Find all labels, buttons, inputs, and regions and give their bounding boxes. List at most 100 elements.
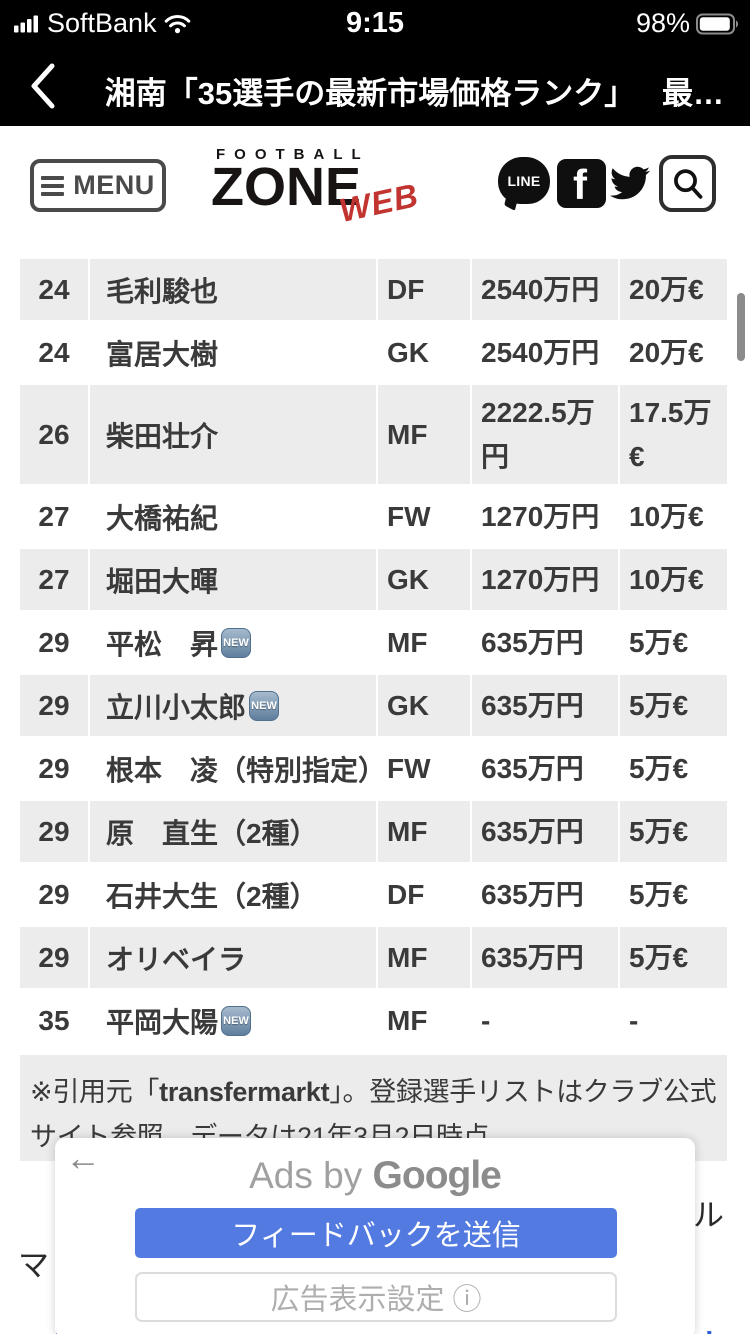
footnote-prefix: ※引用元「	[30, 1077, 160, 1107]
rank-cell: 24	[20, 259, 88, 320]
value-jpy-cell: 2540万円	[481, 336, 600, 368]
rank-cell: 29	[38, 752, 70, 784]
player-name: 原 直生（2種）	[106, 817, 318, 849]
value-jpy-cell: 635万円	[481, 752, 584, 784]
player-name: オリベイラ	[106, 943, 247, 975]
position-cell: FW	[387, 752, 431, 784]
table-row: 27 大橋祐紀 FW 1270万円 10万€	[20, 486, 727, 547]
facebook-icon[interactable]: f	[557, 159, 606, 208]
rank-cell: 29	[20, 675, 88, 736]
table-row: 26 柴田壮介 MF 2222.5万円 17.5万€	[20, 385, 727, 484]
value-jpy-cell: -	[481, 1004, 491, 1036]
hamburger-icon	[41, 175, 65, 196]
position-cell: MF	[378, 927, 470, 988]
table-row: 35 平岡大陽 NEW MF - -	[20, 990, 727, 1051]
rank-cell: 27	[38, 500, 70, 532]
player-name: 富居大樹	[106, 338, 219, 370]
send-feedback-button[interactable]: フィードバックを送信	[135, 1208, 617, 1258]
table-row: 29 立川小太郎 NEW GK 635万円 5万€	[20, 675, 727, 736]
value-eur-cell: 20万€	[629, 336, 704, 368]
value-eur-cell: 17.5万€	[620, 385, 727, 484]
name-cell: 富居大樹	[90, 322, 376, 383]
rank-cell: 26	[20, 385, 88, 484]
position-cell: GK	[378, 549, 470, 610]
value-jpy-cell: 2540万円	[472, 259, 618, 320]
table-row: 29 オリベイラ MF 635万円 5万€	[20, 927, 727, 988]
rank-cell: 29	[38, 878, 70, 910]
name-cell: 石井大生（2種）	[90, 864, 376, 925]
ads-by-google-label: Ads by Google	[249, 1154, 502, 1197]
player-name: 毛利駿也	[106, 275, 219, 307]
value-eur-cell: 10万€	[629, 500, 704, 532]
rank-cell: 29	[38, 626, 70, 658]
position-cell: GK	[378, 675, 470, 736]
name-cell: 平松 昇 NEW	[90, 612, 376, 673]
logo-zone-text: ZONE	[211, 157, 362, 217]
wifi-icon	[164, 14, 190, 33]
article-link-fragment-right[interactable]: ナ	[693, 1320, 724, 1334]
menu-button[interactable]: MENU	[30, 159, 166, 212]
player-name: 平岡大陽	[106, 1006, 219, 1038]
value-jpy-cell: 635万円	[481, 626, 584, 658]
table-row: 24 毛利駿也 DF 2540万円 20万€	[20, 259, 727, 320]
rank-cell: 35	[38, 1004, 70, 1036]
player-name: 根本 凌（特別指定）	[106, 754, 387, 786]
ad-settings-button[interactable]: 広告表示設定 ⓘ	[135, 1272, 617, 1322]
twitter-icon[interactable]	[606, 163, 654, 203]
position-cell: DF	[387, 878, 425, 910]
name-cell: 根本 凌（特別指定）	[90, 738, 386, 799]
site-header: MENU FOOTBALL ZONE WEB LINE f	[0, 126, 750, 232]
rank-cell: 29	[20, 927, 88, 988]
value-eur-cell: 5万€	[629, 752, 689, 784]
player-name: 石井大生（2種）	[106, 880, 318, 912]
name-cell: オリベイラ	[90, 927, 376, 988]
back-chevron-icon[interactable]	[28, 62, 58, 110]
clock: 9:15	[345, 7, 405, 39]
ad-back-arrow-icon[interactable]: ←	[65, 1137, 101, 1178]
name-cell: 原 直生（2種）	[90, 801, 376, 862]
page-title-suffix: 最…	[662, 76, 724, 111]
site-logo[interactable]: FOOTBALL ZONE WEB	[211, 146, 441, 229]
value-eur-cell: 5万€	[629, 878, 689, 910]
player-name: 柴田壮介	[106, 420, 219, 452]
article-text-fragment: マ	[18, 1248, 49, 1283]
name-cell: 大橋祐紀	[90, 486, 376, 547]
player-ranking-table: 24 毛利駿也 DF 2540万円 20万€ 24 富居大樹 GK 2540万円…	[20, 259, 727, 1053]
logo-football-text: FOOTBALL	[216, 146, 370, 163]
search-icon	[673, 168, 702, 199]
rank-cell: 27	[20, 549, 88, 610]
player-name: 平松 昇	[106, 628, 219, 660]
value-jpy-cell: 635万円	[472, 675, 618, 736]
value-eur-cell: 5万€	[620, 927, 727, 988]
player-name: 大橋祐紀	[106, 502, 219, 534]
search-button[interactable]	[659, 155, 716, 212]
position-cell: GK	[387, 336, 429, 368]
signal-strength-icon	[14, 15, 38, 33]
rank-cell: 24	[38, 336, 70, 368]
position-cell: FW	[387, 500, 431, 532]
table-row: 24 富居大樹 GK 2540万円 20万€	[20, 322, 727, 383]
line-share-icon[interactable]: LINE	[498, 157, 550, 204]
nav-bar: 湘南「35選手の最新市場価格ランク」 最…	[0, 44, 750, 126]
footnote-brand: transfermarkt	[159, 1077, 330, 1107]
value-eur-cell: 5万€	[620, 801, 727, 862]
value-jpy-cell: 2222.5万円	[472, 385, 618, 484]
position-cell: MF	[378, 801, 470, 862]
article-heading-fragment-right: ル	[693, 1198, 724, 1233]
rank-cell: 29	[20, 801, 88, 862]
value-jpy-cell: 635万円	[472, 801, 618, 862]
table-row: 29 原 直生（2種） MF 635万円 5万€	[20, 801, 727, 862]
new-badge: NEW	[221, 1005, 252, 1036]
value-jpy-cell: 635万円	[481, 878, 584, 910]
name-cell: 堀田大暉	[90, 549, 376, 610]
value-eur-cell: 5万€	[629, 626, 689, 658]
page-scrollbar[interactable]	[737, 293, 745, 361]
value-eur-cell: 10万€	[620, 549, 727, 610]
new-badge: NEW	[249, 690, 280, 721]
value-jpy-cell: 1270万円	[481, 500, 600, 532]
status-bar: SoftBank 9:15 98%	[0, 0, 750, 44]
battery-icon	[696, 13, 739, 34]
value-eur-cell: -	[629, 1004, 639, 1036]
player-name: 立川小太郎	[106, 691, 247, 723]
